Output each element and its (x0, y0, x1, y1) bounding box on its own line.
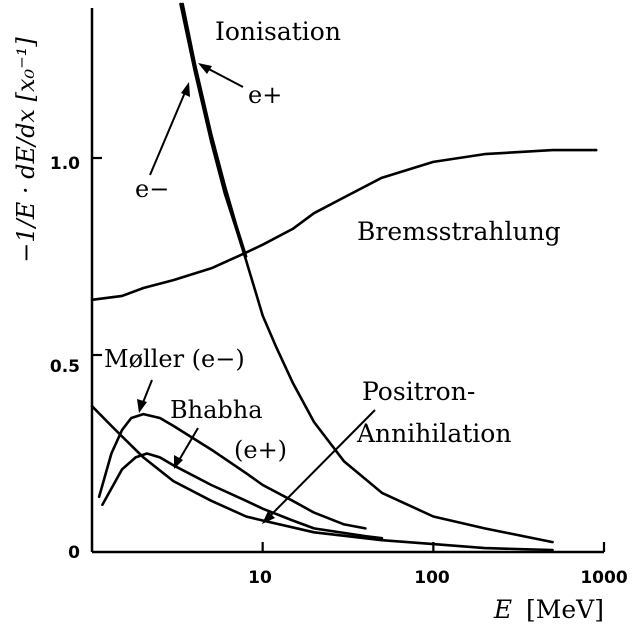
arrow-positron (262, 409, 376, 524)
label-bhabha: Bhabha (170, 396, 263, 424)
series-line-ionisation-e (181, 2, 248, 258)
arrow-moller (137, 379, 153, 413)
x-axis-label-unit: [MeV] (526, 595, 604, 624)
curves-layer (90, 2, 598, 552)
x-tick-label-10: 10 (248, 568, 272, 588)
series-line-bremsstrahlung (90, 148, 598, 302)
x-tick-label-100: 100 (414, 568, 450, 588)
x-tick-label-1000: 1000 (580, 568, 627, 588)
x-axis-label-var: E (493, 595, 512, 624)
label-e-plus: e+ (248, 81, 282, 109)
y-tick-label-0: 0 (68, 543, 80, 563)
arrow-bhabha (174, 427, 199, 469)
label-positron: Positron- (362, 377, 475, 406)
arrow-e-plus (198, 63, 244, 88)
arrow-e-minus (149, 82, 190, 176)
label-ionisation: Ionisation (215, 17, 341, 46)
label-annihilation: Annihilation (356, 419, 511, 448)
label-e-minus: e− (135, 175, 169, 203)
y-axis-label: −1/E · dE/dx [x₀⁻¹] (12, 37, 40, 263)
label-bremsstrahlung: Bremsstrahlung (357, 217, 561, 246)
label-bhabha-sub: (e+) (234, 436, 287, 464)
y-tick-label-1: 1.0 (50, 154, 80, 174)
x-axis-label: E [MeV] (493, 595, 604, 624)
label-moller: Møller (e−) (104, 345, 245, 373)
y-tick-label-05: 0.5 (50, 357, 80, 377)
series-line-bhabha-e (101, 452, 384, 540)
ticks-layer (92, 156, 606, 552)
series-line-ionisation-e (179, 2, 554, 544)
